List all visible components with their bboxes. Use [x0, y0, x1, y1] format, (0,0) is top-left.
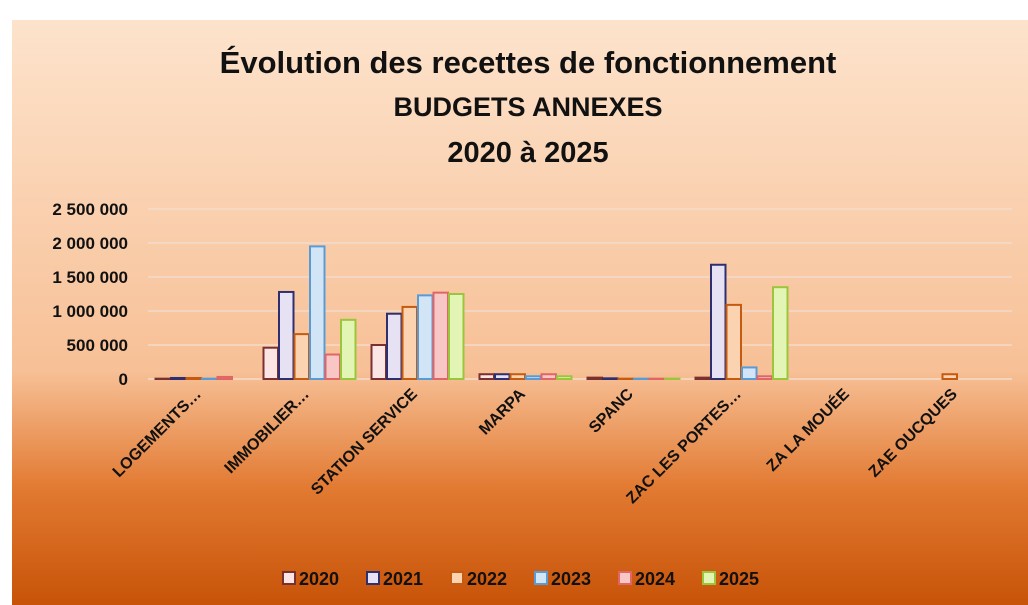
bar [278, 290, 295, 380]
bar [586, 376, 603, 381]
bar [386, 312, 403, 380]
legend-swatch [534, 571, 548, 585]
legend-swatch [450, 571, 464, 585]
bar [401, 305, 418, 381]
bar [417, 294, 434, 380]
chart-title: BUDGETS ANNEXES [393, 92, 662, 122]
legend-label: 2024 [635, 569, 675, 589]
bar [324, 353, 341, 380]
bar [293, 333, 310, 380]
bar [170, 376, 187, 381]
bar [941, 373, 958, 380]
bar [262, 346, 279, 381]
bar [448, 293, 465, 380]
bar [756, 375, 773, 380]
legend-label: 2022 [467, 569, 507, 589]
bar [694, 376, 711, 381]
bar [494, 373, 511, 380]
legend-swatch [282, 571, 296, 585]
y-tick-label: 500 000 [67, 336, 128, 355]
chart-title: Évolution des recettes de fonctionnement [220, 45, 837, 80]
chart-background [12, 20, 1028, 605]
legend-swatch [702, 571, 716, 585]
bar [772, 286, 789, 381]
bar [602, 377, 619, 381]
y-tick-label: 1 500 000 [52, 268, 128, 287]
bar [370, 344, 387, 380]
bar [725, 303, 742, 381]
bar [556, 375, 573, 380]
bar [509, 373, 526, 380]
bar [741, 366, 758, 381]
y-tick-label: 0 [119, 370, 128, 389]
bar [432, 291, 449, 381]
legend-swatch [618, 571, 632, 585]
legend-label: 2021 [383, 569, 423, 589]
bar [185, 376, 202, 381]
y-tick-label: 2 500 000 [52, 200, 128, 219]
bar [710, 263, 727, 381]
legend-label: 2025 [719, 569, 759, 589]
legend-swatch [366, 571, 380, 585]
bar [478, 373, 495, 380]
y-tick-label: 2 000 000 [52, 234, 128, 253]
chart-title: 2020 à 2025 [447, 137, 608, 169]
legend-label: 2020 [299, 569, 339, 589]
bar [309, 245, 326, 380]
bar [340, 318, 357, 380]
bar [540, 373, 557, 380]
bar [216, 375, 233, 380]
legend-label: 2023 [551, 569, 591, 589]
y-tick-label: 1 000 000 [52, 302, 128, 321]
bar [525, 375, 542, 380]
